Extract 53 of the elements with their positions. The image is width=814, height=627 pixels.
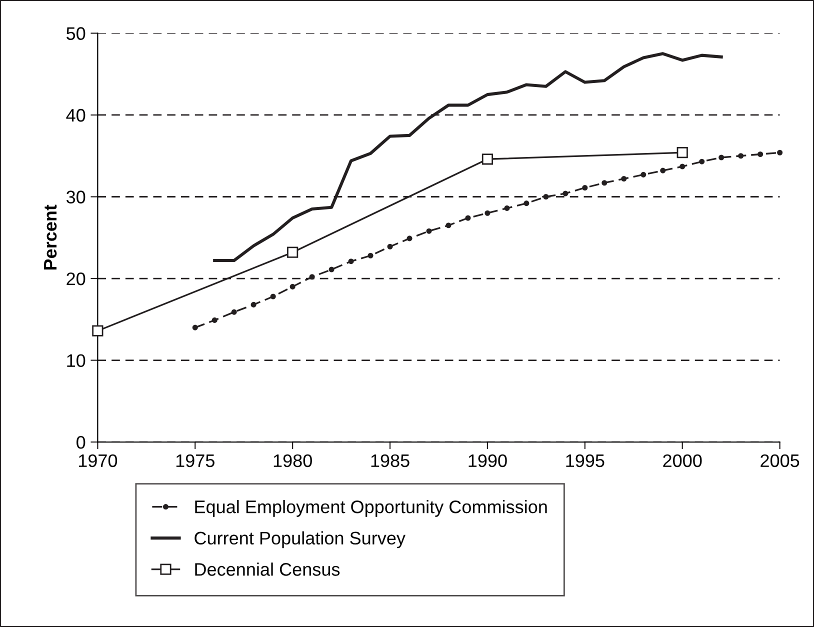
point (270, 294, 276, 300)
point (250, 302, 256, 308)
x-tick-label: 1995 (566, 454, 604, 468)
legend-label: Current Population Survey (194, 531, 406, 548)
point (718, 154, 724, 160)
point (640, 172, 646, 178)
point (368, 252, 374, 258)
x-tick-label: 1970 (78, 454, 118, 468)
point (287, 246, 298, 258)
x-tick-label: 1975 (176, 454, 214, 468)
y-axis-title: Percent (44, 204, 57, 270)
legend-label: Decennial Census (195, 562, 340, 576)
point (348, 258, 354, 264)
point (582, 184, 588, 191)
x-tick-label: 2000 (663, 454, 702, 468)
point (524, 200, 530, 206)
point (562, 190, 568, 196)
point (290, 284, 296, 290)
point (543, 194, 549, 200)
point (758, 151, 764, 158)
point (738, 153, 744, 159)
point (602, 180, 608, 186)
point (777, 150, 783, 156)
point (504, 205, 510, 211)
y-tick-label: 50 (66, 27, 86, 40)
y-tick-label: 30 (66, 190, 86, 204)
point (676, 147, 688, 158)
y-tick-label: 20 (66, 272, 86, 286)
point (309, 274, 315, 280)
x-tick-label: 1985 (371, 454, 410, 468)
x-tick-label: 1990 (468, 454, 507, 468)
point (328, 266, 334, 272)
point (660, 168, 666, 174)
x-tick-label: 1980 (274, 454, 312, 468)
point (406, 236, 412, 242)
point (426, 228, 432, 234)
point (484, 210, 490, 216)
y-tick-label: 40 (66, 108, 86, 122)
point (680, 164, 686, 170)
y-tick-label: 10 (67, 354, 86, 367)
point (92, 325, 104, 336)
point (699, 158, 705, 164)
legend-label: Equal Employment Opportunity Commission (195, 500, 547, 517)
y-tick-label: 0 (76, 436, 86, 449)
point (446, 222, 452, 228)
point (482, 154, 494, 165)
x-tick-label: 2005 (760, 454, 800, 468)
point (192, 324, 198, 330)
point (465, 215, 471, 221)
point (231, 309, 237, 315)
point (621, 176, 627, 182)
point (387, 244, 393, 250)
point (212, 317, 218, 323)
